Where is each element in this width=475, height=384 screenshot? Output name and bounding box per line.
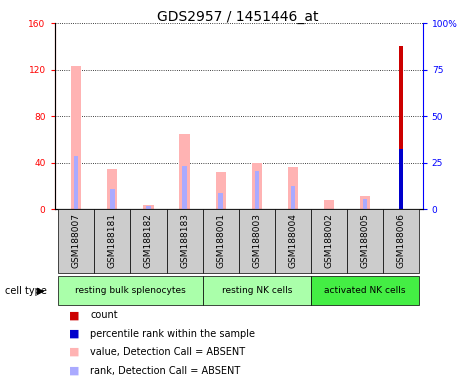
Bar [252,163,262,209]
Text: ■: ■ [69,310,79,320]
Bar [324,200,334,209]
Bar [360,197,370,209]
Text: cell type: cell type [5,286,47,296]
Bar [167,209,203,273]
Text: GSM188181: GSM188181 [108,214,117,268]
Bar [291,186,295,209]
Text: GSM188001: GSM188001 [216,214,225,268]
Text: GSM188005: GSM188005 [361,214,370,268]
Bar [311,276,419,305]
Bar [71,66,81,209]
Bar [143,205,153,209]
Bar [288,167,298,209]
Bar [216,172,226,209]
Text: resting NK cells: resting NK cells [221,286,292,295]
Text: ■: ■ [69,347,79,357]
Text: GSM188006: GSM188006 [397,214,406,268]
Bar [383,209,419,273]
Bar [239,209,275,273]
Bar [311,209,347,273]
Bar [95,209,131,273]
Bar [347,209,383,273]
Text: GSM188183: GSM188183 [180,214,189,268]
Bar [203,209,239,273]
Bar [74,156,78,209]
Text: activated NK cells: activated NK cells [324,286,406,295]
Text: ■: ■ [69,329,79,339]
Text: ■: ■ [69,366,79,376]
Bar [146,206,151,209]
Bar [363,199,367,209]
Bar [203,276,311,305]
Text: percentile rank within the sample: percentile rank within the sample [90,329,255,339]
Bar [58,276,203,305]
Text: GSM188002: GSM188002 [324,214,333,268]
Text: GSM188004: GSM188004 [288,214,297,268]
Bar [107,169,117,209]
Bar [58,209,95,273]
Text: GSM188007: GSM188007 [72,214,81,268]
Text: count: count [90,310,118,320]
Bar [110,189,114,209]
Bar [182,166,187,209]
Text: ▶: ▶ [37,286,44,296]
Text: value, Detection Call = ABSENT: value, Detection Call = ABSENT [90,347,246,357]
Bar [218,193,223,209]
Text: GSM188182: GSM188182 [144,214,153,268]
Text: resting bulk splenocytes: resting bulk splenocytes [75,286,186,295]
Bar [255,171,259,209]
Bar [180,134,190,209]
Bar [275,209,311,273]
Text: GDS2957 / 1451446_at: GDS2957 / 1451446_at [157,10,318,23]
Bar [399,46,403,209]
Bar [131,209,167,273]
Bar [399,149,403,209]
Text: GSM188003: GSM188003 [252,214,261,268]
Text: rank, Detection Call = ABSENT: rank, Detection Call = ABSENT [90,366,240,376]
